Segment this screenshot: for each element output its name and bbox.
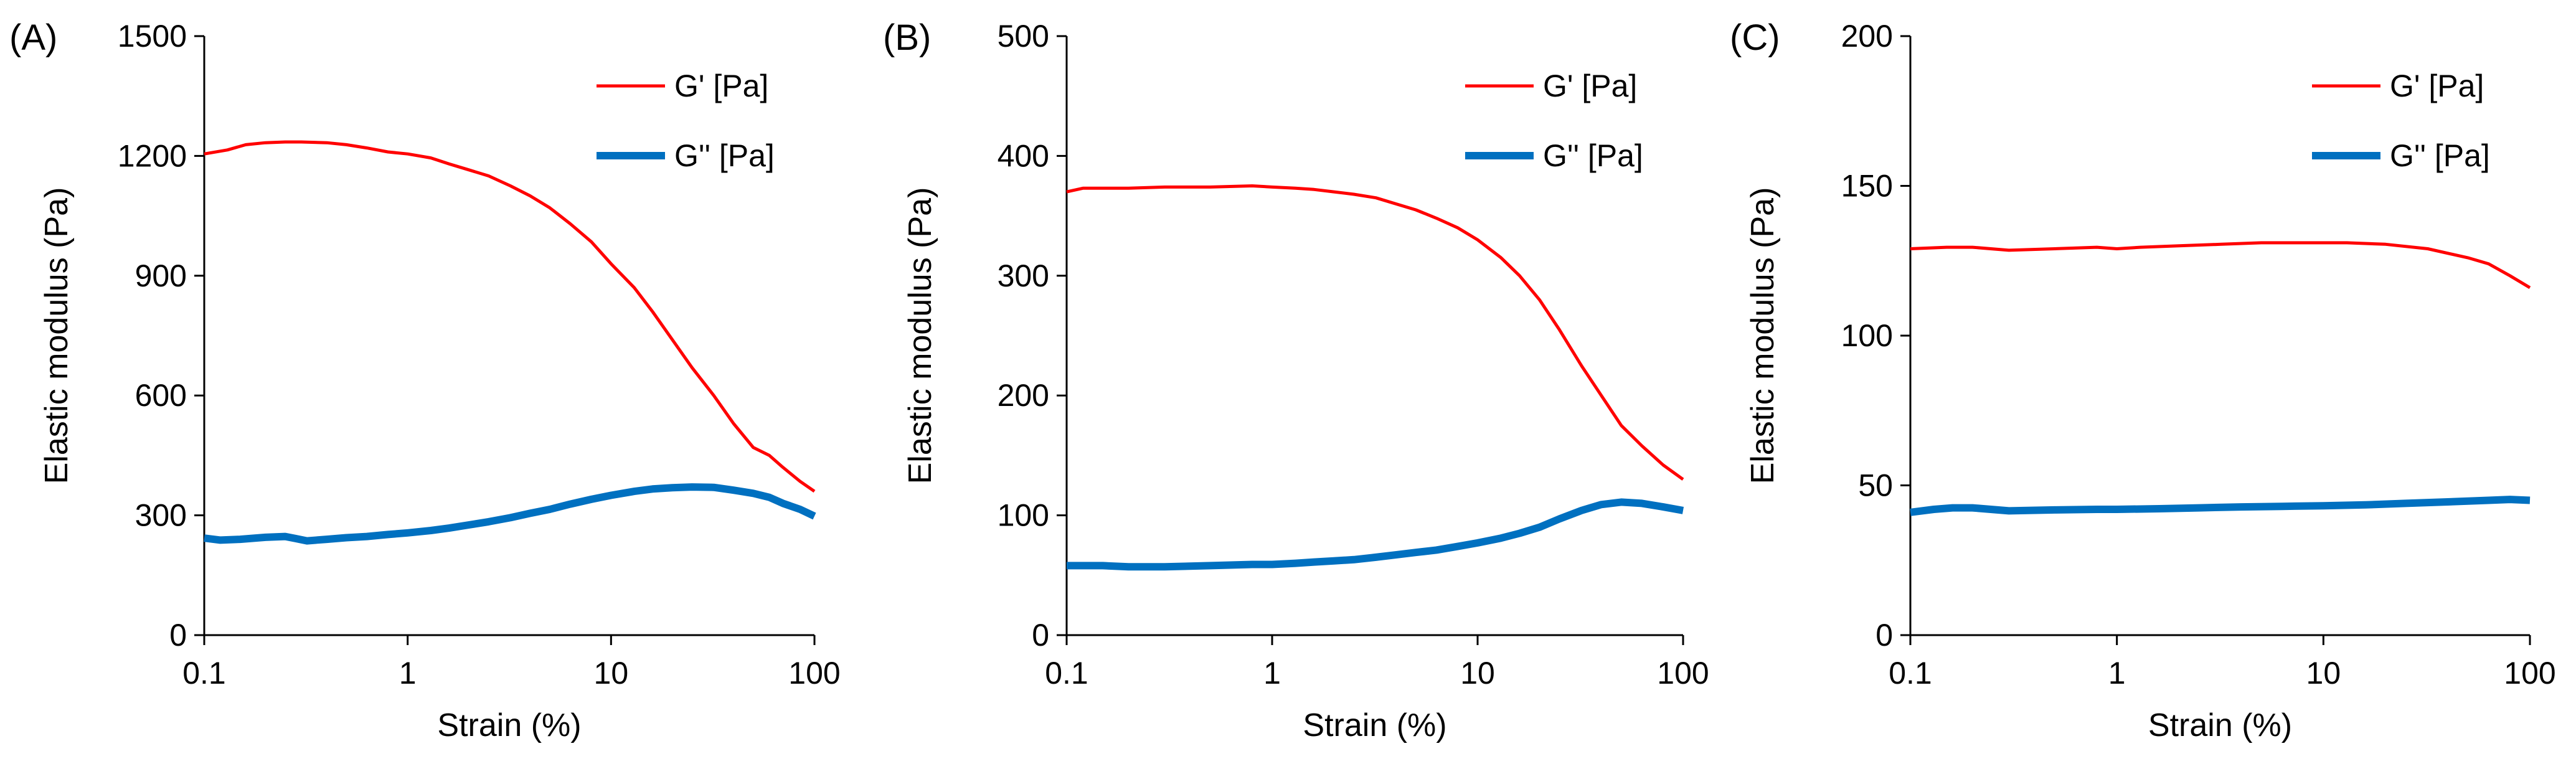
x-tick-label: 0.1 — [182, 656, 226, 691]
y-tick-label: 0 — [1032, 618, 1049, 653]
x-axis-title: Strain (%) — [2148, 707, 2292, 743]
legend-label: G'' [Pa] — [1543, 138, 1643, 173]
y-tick-label: 200 — [998, 378, 1049, 413]
legend: G' [Pa] G'' [Pa] — [597, 68, 775, 173]
y-tick-label: 1200 — [118, 138, 187, 173]
legend-label: G'' [Pa] — [2390, 138, 2490, 173]
chart-panel-3: (C) 0 50 100 150 200 0.1 1 10 100 Strain (%) Elasti… — [1730, 17, 2556, 743]
panel-label: (C) — [1730, 17, 1780, 58]
x-tick-label: 100 — [2504, 656, 2555, 691]
y-tick-label: 100 — [998, 498, 1049, 533]
x-tick-label: 1 — [399, 656, 417, 691]
x-tick-label: 1 — [2108, 656, 2126, 691]
y-tick-label: 600 — [135, 378, 187, 413]
series-line-g-prime — [1066, 184, 1684, 481]
legend-label: G'' [Pa] — [674, 138, 775, 173]
y-tick-label: 200 — [1841, 19, 1893, 54]
legend-label: G' [Pa] — [1543, 68, 1637, 103]
y-tick-label: 150 — [1841, 169, 1893, 204]
chart-panel-1: (A) 0 300 600 900 1200 1500 0.1 1 10 100 Strain (%)… — [9, 17, 841, 743]
x-tick-label: 100 — [1657, 656, 1709, 691]
x-tick-label: 100 — [788, 656, 840, 691]
panel-label: (B) — [883, 17, 931, 58]
y-tick-label: 300 — [998, 258, 1049, 293]
series-line-g-double-prime — [1067, 498, 1684, 571]
y-tick-label: 900 — [135, 258, 187, 293]
y-tick-label: 300 — [135, 498, 187, 533]
chart-panel-2: (B) 0 100 200 300 400 500 0.1 1 10 100 Strain (%) El… — [883, 17, 1709, 743]
x-tick-label: 1 — [1263, 656, 1281, 691]
x-tick-label: 10 — [594, 656, 629, 691]
series-line-g-double-prime — [204, 483, 816, 545]
y-axis-title: Elastic modulus (Pa) — [39, 187, 75, 484]
legend: G' [Pa] G'' [Pa] — [2312, 68, 2490, 173]
y-tick-label: 50 — [1858, 468, 1893, 503]
x-axis-title: Strain (%) — [437, 707, 581, 743]
y-axis-title: Elastic modulus (Pa) — [1745, 187, 1781, 484]
y-tick-label: 1500 — [118, 19, 187, 54]
panel-label: (A) — [9, 17, 57, 58]
y-axis-title: Elastic modulus (Pa) — [902, 187, 938, 484]
x-tick-label: 0.1 — [1889, 656, 1932, 691]
x-tick-label: 10 — [1460, 656, 1495, 691]
legend-label: G' [Pa] — [2390, 68, 2484, 103]
y-tick-label: 0 — [1875, 618, 1893, 653]
x-tick-label: 10 — [2306, 656, 2341, 691]
y-tick-label: 400 — [998, 138, 1049, 173]
y-tick-label: 100 — [1841, 318, 1893, 353]
legend-label: G' [Pa] — [674, 68, 768, 103]
y-tick-label: 0 — [169, 618, 187, 653]
series-line-g-double-prime — [1910, 496, 2531, 516]
x-tick-label: 0.1 — [1045, 656, 1088, 691]
y-tick-label: 500 — [998, 19, 1049, 54]
x-axis-title: Strain (%) — [1303, 707, 1446, 743]
series-line-g-prime — [1910, 241, 2531, 290]
series-line-g-prime — [204, 140, 816, 493]
legend: G' [Pa] G'' [Pa] — [1465, 68, 1643, 173]
